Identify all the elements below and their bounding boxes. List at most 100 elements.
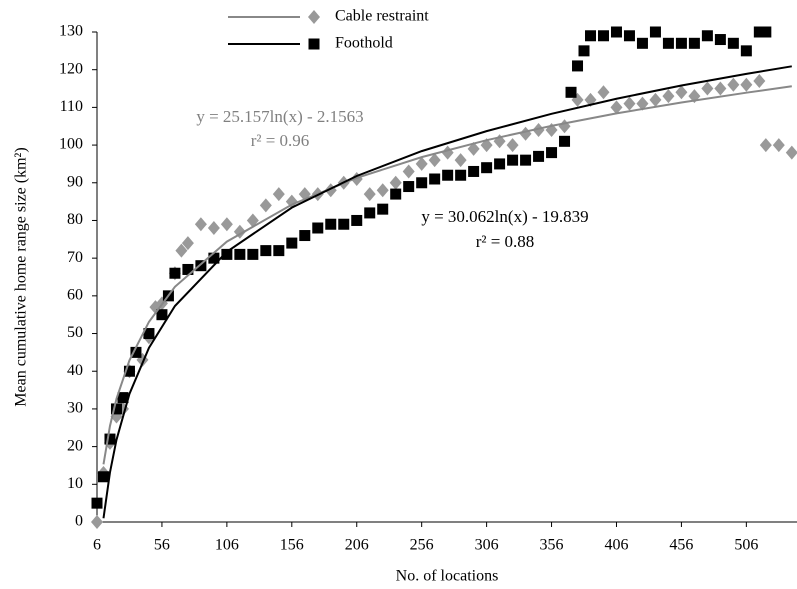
diamond-point [785,145,797,160]
square-point [286,237,298,249]
diamond-point [623,96,636,111]
diamond-point [194,217,207,232]
square-point [351,214,363,226]
square-point [273,245,285,257]
square-point [104,433,116,445]
square-point [195,260,207,272]
square-point [455,169,467,181]
trend-r2: r² = 0.88 [476,232,535,251]
square-point [312,222,324,234]
square-point [753,26,765,38]
diamond-point [91,515,103,529]
diamond-point [636,96,649,111]
square-point [130,346,142,358]
square-point [403,181,415,193]
diamond-point [740,77,753,92]
square-point [740,45,752,57]
diamond-point [207,221,220,235]
trend-equation: y = 25.157ln(x) - 2.1563 [196,107,363,126]
square-point [117,392,129,404]
diamond-point [454,153,467,168]
y-tick-label: 20 [67,437,83,454]
square-point [675,37,687,49]
y-tick-label: 130 [59,23,83,40]
square-point [494,158,506,170]
square-point [143,328,155,340]
square-point [416,177,428,189]
legend-marker [308,10,320,24]
square-point [565,86,577,98]
square-point [714,34,726,46]
square-point [559,135,571,147]
square-point [123,365,135,377]
square-point [572,60,584,72]
y-tick-label: 90 [67,173,83,190]
diamond-point [772,138,785,153]
diamond-point [649,92,662,107]
square-point [727,37,739,49]
diamond-point [363,187,376,202]
diamond-point [428,153,441,168]
diamond-point [376,183,389,198]
square-point [169,267,181,279]
x-tick-label: 106 [215,537,239,554]
diamond-point [610,100,623,115]
square-point [623,30,635,42]
square-point [97,471,109,483]
diamond-point [532,123,545,137]
diamond-point [753,74,766,88]
x-tick-label: 256 [410,537,434,554]
x-tick-label: 506 [734,537,758,554]
square-point [507,154,519,166]
square-point [325,218,337,230]
diamond-point [259,198,272,213]
diamond-point [506,138,519,153]
diamond-point [175,243,188,258]
square-point [377,203,389,215]
x-tick-label: 306 [475,537,499,554]
square-point [260,245,272,257]
square-point [585,30,597,42]
diamond-point [558,119,571,134]
legend-label: Foothold [335,35,393,52]
square-point [688,37,700,49]
trend-line [102,65,792,519]
diamond-point [675,85,688,100]
square-point [481,162,493,174]
square-point [597,30,609,42]
x-tick-label: 406 [604,537,628,554]
diamond-point [662,89,675,104]
square-point [520,154,532,166]
y-tick-label: 0 [75,513,83,530]
square-point [701,30,713,42]
y-tick-label: 50 [67,324,83,341]
x-tick-label: 56 [154,537,170,554]
square-point [429,173,441,185]
diamond-point [701,81,714,96]
square-point [182,263,194,275]
legend-marker [308,38,320,50]
y-tick-label: 60 [67,287,83,304]
square-point [234,248,246,260]
square-point [390,188,402,200]
y-tick-label: 100 [59,136,83,153]
x-tick-label: 6 [93,537,101,554]
trend-equation: y = 30.062ln(x) - 19.839 [421,207,588,226]
x-tick-label: 356 [540,537,564,554]
x-axis-label: No. of locations [396,568,499,585]
diamond-point [272,187,285,202]
diamond-point [402,164,415,179]
y-tick-label: 10 [67,475,83,492]
square-point [338,218,350,230]
y-axis-label: Mean cumulative home range size (km²) [13,147,30,406]
square-point [636,37,648,49]
diamond-point [759,138,772,153]
square-point [760,26,772,38]
y-tick-label: 110 [60,98,83,115]
diamond-point [389,175,402,190]
square-point [468,165,480,177]
diamond-point [714,81,727,96]
y-tick-label: 70 [67,249,83,266]
diamond-point [727,77,740,92]
